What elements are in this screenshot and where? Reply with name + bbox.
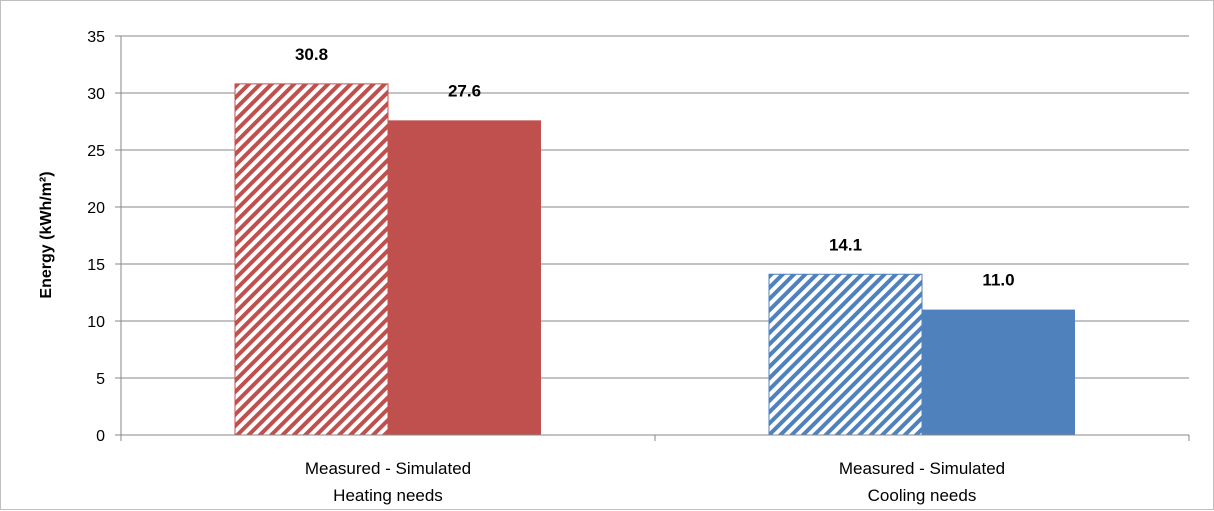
y-tick-label: 20 — [87, 200, 105, 217]
y-axis-title: Energy (kWh/m²) — [38, 171, 55, 298]
category-label-line1: Measured - Simulated — [839, 459, 1005, 478]
category-label-line1: Measured - Simulated — [305, 459, 471, 478]
category-label-line2: Cooling needs — [868, 486, 977, 505]
y-tick-label: 0 — [96, 428, 105, 445]
data-label: 14.1 — [829, 235, 862, 254]
y-tick-label: 10 — [87, 314, 105, 331]
bar-measured — [768, 273, 923, 436]
y-tick-label: 5 — [96, 371, 105, 388]
y-tick-label: 25 — [87, 143, 105, 160]
bar-simulated — [388, 120, 541, 436]
bar-simulated — [922, 309, 1075, 435]
category-label-line2: Heating needs — [333, 486, 443, 505]
y-tick-label: 15 — [87, 257, 105, 274]
y-tick-label: 30 — [87, 86, 105, 103]
y-tick-label: 35 — [87, 29, 105, 46]
bar-measured — [234, 83, 389, 436]
data-label: 27.6 — [448, 81, 481, 100]
data-label: 11.0 — [982, 271, 1014, 290]
data-label: 30.8 — [295, 45, 328, 64]
